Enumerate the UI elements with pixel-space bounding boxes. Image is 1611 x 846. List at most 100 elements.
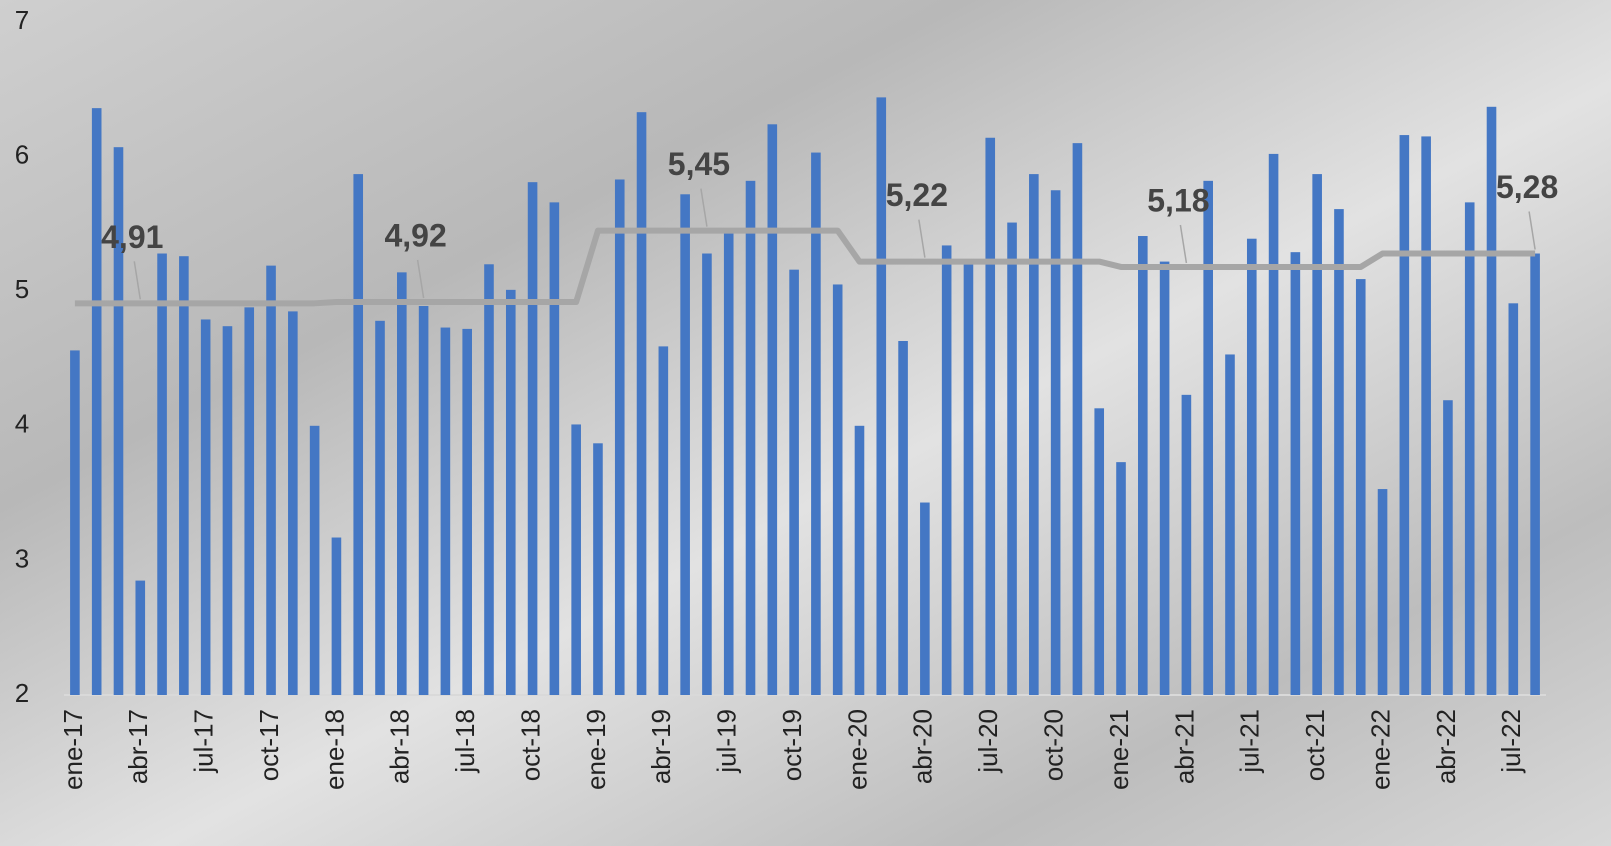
x-tick-label: abr-21 <box>1169 709 1199 784</box>
x-tick-label: ene-17 <box>58 709 88 790</box>
bar <box>898 341 908 695</box>
bar <box>963 261 974 695</box>
bar <box>723 230 734 695</box>
leader-line <box>133 261 142 300</box>
y-tick-label: 2 <box>15 678 29 708</box>
bar <box>1355 279 1366 695</box>
leader-line <box>918 219 926 258</box>
bar <box>1116 462 1126 695</box>
x-tick-label: abr-19 <box>646 709 676 784</box>
bar <box>1421 136 1431 695</box>
y-tick-label: 4 <box>15 409 29 439</box>
bar <box>1508 303 1519 695</box>
value-label: 4,91 <box>101 219 163 255</box>
value-label: 5,28 <box>1496 169 1558 205</box>
value-label: 4,92 <box>384 217 446 253</box>
bar <box>1464 202 1475 695</box>
bar <box>1050 190 1061 695</box>
y-tick-label: 6 <box>15 139 29 169</box>
bar <box>571 424 581 695</box>
bar <box>288 311 298 695</box>
bar <box>1138 236 1148 696</box>
bar <box>1377 489 1388 695</box>
x-tick-label: jul-17 <box>189 709 219 774</box>
bar <box>789 269 799 695</box>
x-tick-label: ene-19 <box>581 709 611 790</box>
x-tick-label: abr-17 <box>123 709 153 784</box>
leader-line <box>1179 224 1188 264</box>
bar <box>767 124 778 695</box>
x-tick-label: jul-19 <box>712 709 742 774</box>
bar <box>309 425 320 695</box>
bar <box>1225 354 1235 695</box>
bar <box>1290 252 1301 695</box>
bar <box>266 265 276 695</box>
leader-line <box>1528 211 1536 250</box>
x-tick-label: oct-21 <box>1300 709 1330 781</box>
bar <box>222 326 233 695</box>
x-tick-label: jul-22 <box>1496 709 1526 774</box>
x-tick-label: abr-20 <box>908 709 938 784</box>
x-tick-label: jul-18 <box>450 709 480 774</box>
value-label: 5,45 <box>668 146 730 182</box>
bar <box>505 289 516 695</box>
bar <box>876 97 887 696</box>
bar <box>179 256 189 695</box>
bar <box>462 328 472 695</box>
y-tick-label: 5 <box>15 274 29 304</box>
bar <box>375 320 385 695</box>
bar <box>811 152 821 695</box>
bar <box>1072 143 1083 695</box>
bar <box>832 284 843 695</box>
bar <box>985 137 996 696</box>
bar <box>418 306 429 695</box>
bar <box>397 272 407 695</box>
value-label: 5,22 <box>886 177 948 213</box>
bar <box>1443 400 1453 695</box>
x-tick-label: abr-22 <box>1431 709 1461 784</box>
bar <box>1334 209 1344 695</box>
x-tick-label: ene-18 <box>319 709 349 790</box>
bar <box>353 174 364 695</box>
x-tick-label: ene-22 <box>1365 709 1395 790</box>
bar <box>614 179 625 695</box>
bar <box>113 147 124 696</box>
bar <box>680 194 690 695</box>
bar <box>745 180 756 695</box>
bar <box>920 502 930 695</box>
x-tick-label: jul-20 <box>973 709 1003 774</box>
bar <box>702 253 712 695</box>
bar <box>1530 253 1540 695</box>
x-tick-label: abr-18 <box>385 709 415 784</box>
bar <box>658 346 669 695</box>
bar <box>484 264 494 695</box>
bar <box>1312 174 1322 695</box>
bar <box>1181 394 1192 695</box>
bar <box>70 350 80 695</box>
bar <box>1159 261 1170 695</box>
x-tick-label: ene-21 <box>1104 709 1134 790</box>
leader-line <box>700 188 708 227</box>
line <box>74 227 1536 307</box>
y-tick-label: 3 <box>15 543 29 573</box>
x-tick-label: oct-20 <box>1039 709 1069 781</box>
bar <box>593 443 603 695</box>
bar <box>200 319 211 695</box>
y-tick-label: 7 <box>15 5 29 35</box>
bar <box>1399 135 1410 696</box>
bar <box>1486 106 1497 696</box>
bar <box>244 307 255 695</box>
bar <box>1268 153 1279 695</box>
bar <box>1203 180 1213 695</box>
bar <box>527 182 538 695</box>
bar <box>941 245 952 695</box>
x-tick-label: oct-18 <box>515 709 545 781</box>
bar <box>549 202 560 695</box>
x-tick-label: oct-19 <box>777 709 807 781</box>
bar <box>331 537 342 695</box>
bar <box>135 580 146 695</box>
x-tick-label: oct-17 <box>254 709 284 781</box>
bar <box>1094 408 1105 695</box>
bar <box>1246 238 1257 695</box>
